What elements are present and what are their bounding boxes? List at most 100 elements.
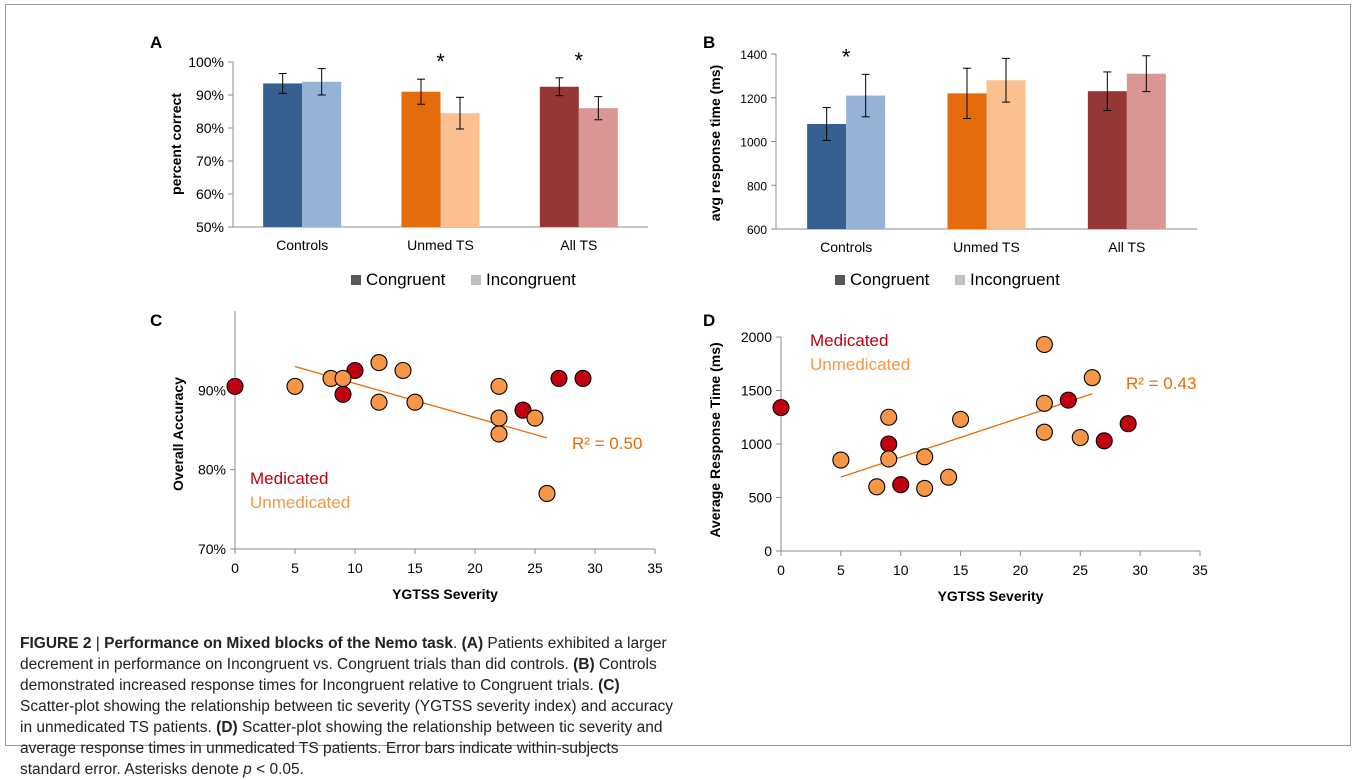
caption-separator: |	[91, 635, 105, 652]
point-unmedicated	[286, 377, 304, 395]
caption-p: p	[243, 761, 252, 778]
y-axis-title: Average Response Time (ms)	[707, 342, 723, 537]
y-tick-label: 1000	[740, 136, 767, 150]
legend-swatch-congruent	[835, 275, 845, 285]
panel-letter-a: A	[150, 33, 162, 52]
point-unmedicated	[334, 369, 352, 387]
legend-label-medicated: Medicated	[250, 469, 328, 488]
x-category-label: Controls	[276, 237, 328, 253]
point-medicated	[772, 399, 790, 417]
y-tick-label: 90%	[198, 382, 226, 398]
x-tick-label: 35	[647, 560, 663, 576]
legend-label-unmedicated: Unmedicated	[250, 493, 350, 512]
y-tick-label: 1400	[740, 48, 767, 62]
point-unmedicated	[490, 377, 508, 395]
y-tick-label: 60%	[196, 186, 224, 202]
x-tick-label: 10	[893, 562, 909, 578]
significance-asterisk: *	[436, 49, 445, 74]
trendline	[840, 393, 1093, 478]
panel-letter-c: C	[150, 311, 162, 330]
point-medicated	[892, 476, 910, 494]
x-category-label: Controls	[820, 239, 872, 255]
y-tick-label: 600	[747, 223, 767, 237]
panel-letter-d: D	[703, 311, 715, 330]
point-unmedicated	[952, 410, 970, 428]
y-tick-label: 1500	[741, 383, 772, 399]
y-axis-title: Overall Accuracy	[170, 377, 186, 491]
point-medicated	[334, 385, 352, 403]
x-category-label: Unmed TS	[407, 237, 474, 253]
x-tick-label: 0	[777, 562, 785, 578]
x-tick-label: 15	[407, 560, 423, 576]
legend-swatch-incongruent	[471, 275, 481, 285]
point-medicated	[514, 401, 532, 419]
legend-swatch-congruent	[351, 275, 361, 285]
point-unmedicated	[490, 425, 508, 443]
y-tick-label: 0	[764, 543, 772, 559]
legend-label-congruent: Congruent	[850, 270, 930, 289]
caption-b-text: Controls demonstrated increased response…	[20, 656, 657, 694]
y-tick-label: 70%	[196, 153, 224, 169]
bar-incongruent	[986, 80, 1026, 229]
point-unmedicated	[526, 409, 544, 427]
y-tick-label: 80%	[198, 462, 226, 478]
point-unmedicated	[1035, 335, 1053, 354]
point-medicated	[226, 377, 244, 395]
bar-congruent	[401, 91, 441, 227]
x-tick-label: 20	[467, 560, 483, 576]
point-unmedicated	[880, 450, 898, 468]
point-unmedicated	[868, 478, 886, 496]
point-medicated	[880, 435, 898, 453]
point-unmedicated	[406, 393, 424, 411]
x-tick-label: 25	[527, 560, 543, 576]
x-category-label: All TS	[560, 237, 597, 253]
caption-c-text: Scatter-plot showing the relationship be…	[20, 698, 674, 736]
caption-a-text: Patients exhibited a larger decrement in…	[20, 635, 667, 673]
point-unmedicated	[916, 479, 934, 497]
legend-label-unmedicated: Unmedicated	[810, 355, 910, 374]
x-axis-title: YGTSS Severity	[392, 586, 498, 602]
x-tick-label: 30	[587, 560, 603, 576]
figure-frame	[5, 4, 1351, 746]
point-medicated	[346, 361, 364, 380]
x-axis-title: YGTSS Severity	[938, 588, 1044, 604]
x-tick-label: 25	[1072, 562, 1088, 578]
y-tick-label: 50%	[196, 219, 224, 235]
figure-panels: A B C D 50% 60% 70% 80% 90% 100% Controls * Unmed TS…	[150, 33, 1208, 604]
legend-label-incongruent: Incongruent	[486, 270, 576, 289]
bar-congruent	[539, 86, 579, 227]
point-unmedicated	[394, 361, 412, 380]
legend-label-medicated: Medicated	[810, 331, 888, 350]
y-tick-label: 100%	[188, 54, 224, 70]
y-tick-label: 2000	[741, 329, 772, 345]
significance-asterisk: *	[842, 44, 851, 69]
y-axis-title: avg response time (ms)	[707, 65, 723, 221]
panel-letter-b: B	[703, 33, 715, 52]
point-medicated	[1119, 415, 1137, 433]
bar-congruent	[1087, 91, 1127, 229]
y-tick-label: 90%	[196, 87, 224, 103]
x-tick-label: 20	[1013, 562, 1029, 578]
point-unmedicated	[370, 393, 388, 411]
caption-c-marker: (C)	[598, 677, 620, 694]
caption-b-marker: (B)	[573, 656, 595, 673]
caption-period: .	[452, 635, 462, 652]
bar-congruent	[807, 124, 847, 229]
bar-congruent	[263, 83, 303, 227]
point-unmedicated	[1071, 429, 1089, 447]
r-squared-label: R² = 0.50	[572, 434, 642, 453]
point-unmedicated	[832, 451, 850, 469]
legend-label-incongruent: Incongruent	[970, 270, 1060, 289]
y-tick-label: 1200	[740, 92, 767, 106]
x-category-label: Unmed TS	[953, 239, 1020, 255]
point-unmedicated	[1083, 369, 1101, 387]
point-unmedicated	[370, 354, 388, 372]
legend-swatch-incongruent	[955, 275, 965, 285]
x-tick-label: 30	[1132, 562, 1148, 578]
bar-incongruent	[302, 81, 342, 227]
y-tick-label: 500	[749, 490, 773, 506]
caption-d-marker: (D)	[216, 719, 238, 736]
caption-label: FIGURE 2	[20, 635, 92, 652]
bar-incongruent	[1126, 73, 1166, 229]
point-unmedicated	[880, 408, 898, 426]
